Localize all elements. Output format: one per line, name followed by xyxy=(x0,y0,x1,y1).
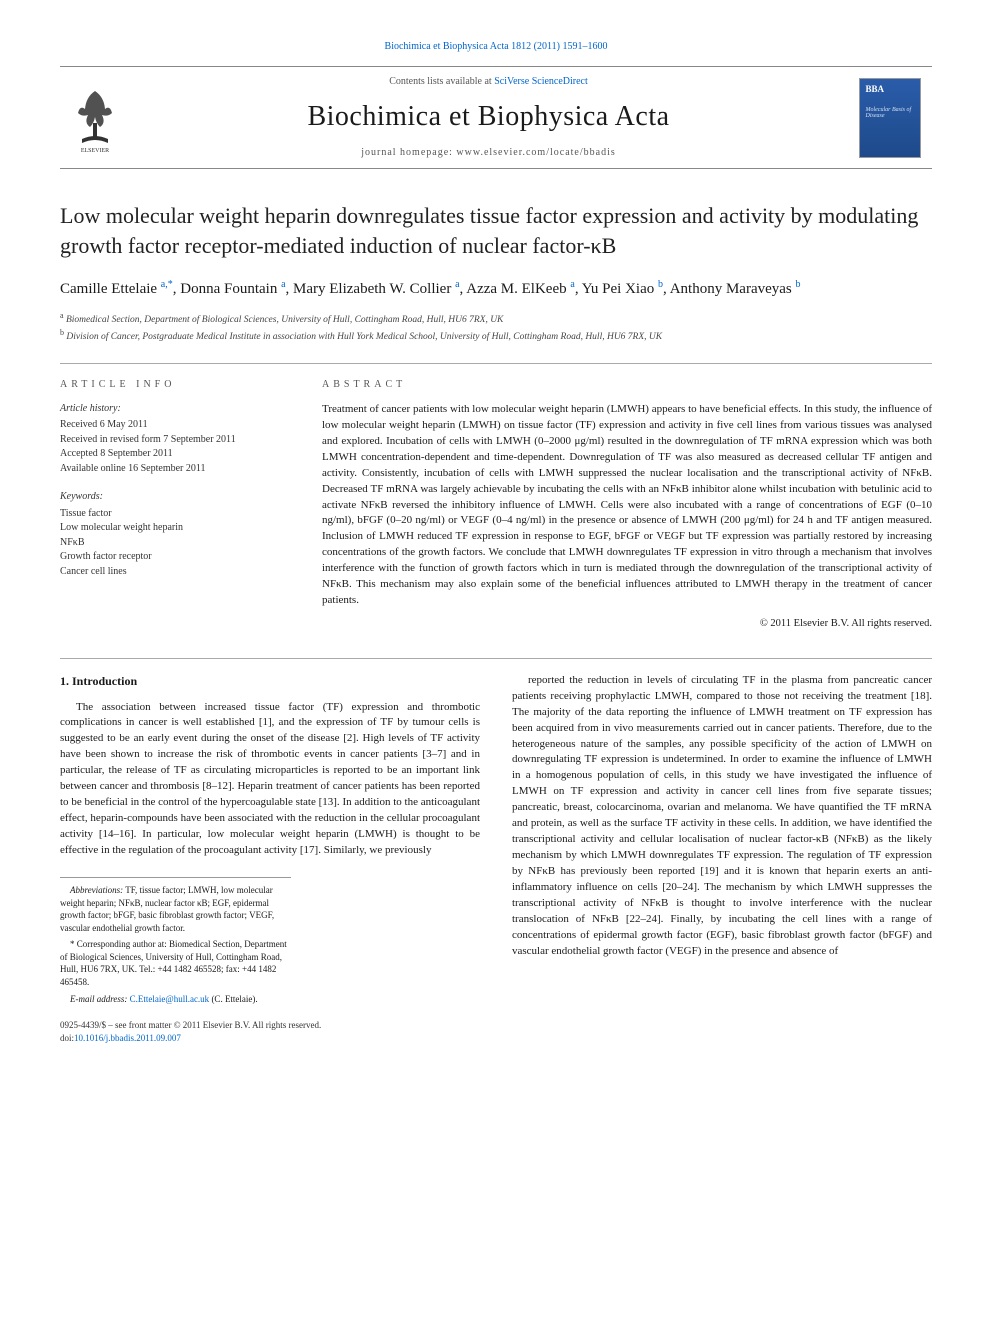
abstract-label: ABSTRACT xyxy=(322,378,932,392)
elsevier-tree-icon: ELSEVIER xyxy=(68,83,123,153)
author: Camille Ettelaie a,* xyxy=(60,281,173,297)
keywords-block: Keywords: Tissue factor Low molecular we… xyxy=(60,490,290,579)
abbreviations-footnote: Abbreviations: TF, tissue factor; LMWH, … xyxy=(60,884,291,934)
masthead-center: Contents lists available at SciVerse Sci… xyxy=(130,75,847,160)
corresponding-author-footnote: * Corresponding author at: Biomedical Se… xyxy=(60,938,291,988)
body-two-columns: 1. Introduction The association between … xyxy=(60,673,932,1045)
doi-line: doi:10.1016/j.bbadis.2011.09.007 xyxy=(60,1032,480,1045)
keyword-item: NFκB xyxy=(60,536,290,551)
author-affil-mark: a xyxy=(281,279,285,290)
abstract-copyright: © 2011 Elsevier B.V. All rights reserved… xyxy=(322,617,932,632)
author: Mary Elizabeth W. Collier a xyxy=(293,281,460,297)
page-root: Biochimica et Biophysica Acta 1812 (2011… xyxy=(0,0,992,1084)
author-affil-mark: b xyxy=(658,279,663,290)
author: Yu Pei Xiao b xyxy=(582,281,663,297)
journal-homepage-line: journal homepage: www.elsevier.com/locat… xyxy=(130,146,847,160)
journal-cover-thumbnail: BBA Molecular Basis of Disease xyxy=(859,78,921,158)
issn-copyright-line: 0925-4439/$ – see front matter © 2011 El… xyxy=(60,1019,480,1032)
journal-name: Biochimica et Biophysica Acta xyxy=(130,97,847,136)
section-divider xyxy=(60,658,932,659)
affiliations: a Biomedical Section, Department of Biol… xyxy=(60,310,932,345)
history-item: Accepted 8 September 2011 xyxy=(60,447,290,462)
cover-subtitle: Molecular Basis of Disease xyxy=(866,107,920,120)
svg-text:ELSEVIER: ELSEVIER xyxy=(80,148,108,153)
author-affil-mark: b xyxy=(796,279,801,290)
keywords-label: Keywords: xyxy=(60,490,290,505)
author: Anthony Maraveyas b xyxy=(670,281,801,297)
article-info-column: ARTICLE INFO Article history: Received 6… xyxy=(60,378,290,632)
introduction-heading: 1. Introduction xyxy=(60,673,480,690)
publisher-logo-slot: ELSEVIER xyxy=(60,83,130,153)
section-divider xyxy=(60,363,932,364)
sciencedirect-link[interactable]: SciVerse ScienceDirect xyxy=(494,76,588,87)
contents-prefix: Contents lists available at xyxy=(389,76,494,87)
top-citation-line: Biochimica et Biophysica Acta 1812 (2011… xyxy=(60,40,932,54)
masthead: ELSEVIER Contents lists available at Sci… xyxy=(60,66,932,169)
keyword-item: Low molecular weight heparin xyxy=(60,521,290,536)
body-text-left: The association between increased tissue… xyxy=(60,700,480,859)
body-column-right: reported the reduction in levels of circ… xyxy=(512,673,932,1045)
history-item: Received 6 May 2011 xyxy=(60,418,290,433)
author-affil-mark: a xyxy=(455,279,459,290)
cover-thumbnail-slot: BBA Molecular Basis of Disease xyxy=(847,78,932,158)
author-affil-mark: a xyxy=(570,279,574,290)
abstract-text: Treatment of cancer patients with low mo… xyxy=(322,402,932,609)
history-label: Article history: xyxy=(60,402,290,417)
affiliation-line: b Division of Cancer, Postgraduate Medic… xyxy=(60,327,932,344)
author-affil-mark: a,* xyxy=(161,279,173,290)
history-item: Received in revised form 7 September 201… xyxy=(60,433,290,448)
article-title: Low molecular weight heparin downregulat… xyxy=(60,201,932,260)
history-item: Available online 16 September 2011 xyxy=(60,462,290,477)
author: Azza M. ElKeeb a xyxy=(466,281,575,297)
keyword-item: Cancer cell lines xyxy=(60,565,290,580)
body-column-left: 1. Introduction The association between … xyxy=(60,673,480,1045)
doi-link[interactable]: 10.1016/j.bbadis.2011.09.007 xyxy=(74,1033,181,1043)
top-citation-link[interactable]: Biochimica et Biophysica Acta 1812 (2011… xyxy=(385,41,608,52)
email-footnote: E-mail address: C.Ettelaie@hull.ac.uk (C… xyxy=(60,993,291,1006)
front-matter-line: 0925-4439/$ – see front matter © 2011 El… xyxy=(60,1019,480,1044)
author: Donna Fountain a xyxy=(180,281,285,297)
corresponding-email-link[interactable]: C.Ettelaie@hull.ac.uk xyxy=(130,994,210,1004)
body-text-right: reported the reduction in levels of circ… xyxy=(512,673,932,960)
keyword-item: Tissue factor xyxy=(60,507,290,522)
article-info-label: ARTICLE INFO xyxy=(60,378,290,392)
contents-line: Contents lists available at SciVerse Sci… xyxy=(130,75,847,89)
abstract-column: ABSTRACT Treatment of cancer patients wi… xyxy=(322,378,932,632)
keyword-item: Growth factor receptor xyxy=(60,550,290,565)
info-abstract-row: ARTICLE INFO Article history: Received 6… xyxy=(60,378,932,632)
cover-title: BBA xyxy=(866,85,885,95)
authors-line: Camille Ettelaie a,*, Donna Fountain a, … xyxy=(60,277,932,301)
affiliation-line: a Biomedical Section, Department of Biol… xyxy=(60,310,932,327)
article-history-block: Article history: Received 6 May 2011 Rec… xyxy=(60,402,290,477)
footnotes-block: Abbreviations: TF, tissue factor; LMWH, … xyxy=(60,877,291,1005)
